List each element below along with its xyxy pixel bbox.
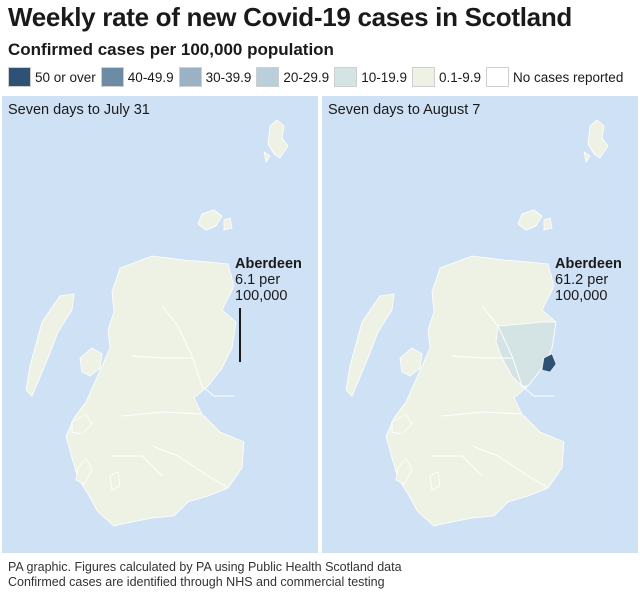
- isle-of-mull: [391, 413, 413, 435]
- legend-swatch: [486, 67, 510, 87]
- callout-unit: 100,000: [235, 288, 288, 304]
- legend-swatch: [256, 67, 280, 87]
- callout-city: Aberdeen: [235, 256, 302, 272]
- footer-notes: PA graphic. Figures calculated by PA usi…: [8, 560, 402, 590]
- islay-jura: [395, 457, 413, 485]
- scotland-landmass: [345, 119, 609, 527]
- orkney-islands: [517, 209, 553, 231]
- legend-label: 0.1-9.9: [438, 69, 482, 85]
- footer-source: PA graphic. Figures calculated by PA usi…: [8, 560, 402, 574]
- scotland-map: [345, 119, 609, 527]
- legend-label: 10-19.9: [361, 69, 407, 85]
- legend-item-30-39: 30-39.9: [178, 67, 252, 87]
- legend-item-40-49: 40-49.9: [100, 67, 174, 87]
- callout-rate: 6.1 per: [235, 272, 281, 288]
- aberdeen-city-region: [541, 353, 557, 373]
- isle-of-mull: [71, 413, 93, 435]
- legend-item-no-cases: No cases reported: [486, 67, 623, 87]
- legend-swatch: [178, 67, 202, 87]
- footer-methodology: Confirmed cases are identified through N…: [8, 575, 385, 589]
- scotland-mainland: [385, 255, 565, 527]
- page-title: Weekly rate of new Covid-19 cases in Sco…: [8, 2, 572, 32]
- panel-caption: Seven days to August 7: [328, 102, 481, 118]
- callout-leader-line: [239, 308, 241, 362]
- shetland-islands: [583, 119, 609, 164]
- legend: 50 or over 40-49.9 30-39.9 20-29.9 10-19…: [8, 66, 628, 88]
- map-panel-august-7: Seven days to August 7 Aberdeen 61.2 per…: [322, 96, 638, 553]
- legend-item-10-19: 10-19.9: [334, 67, 407, 87]
- aberdeen-callout: Aberdeen 61.2 per 100,000: [555, 256, 622, 304]
- legend-label: 50 or over: [35, 69, 96, 85]
- scotland-map: [25, 119, 289, 527]
- orkney-islands: [197, 209, 233, 231]
- legend-swatch: [411, 67, 435, 87]
- legend-label: 20-29.9: [283, 69, 330, 85]
- panel-caption: Seven days to July 31: [8, 102, 150, 118]
- isle-of-skye: [399, 347, 423, 377]
- scotland-landmass: [25, 119, 289, 527]
- legend-swatch: [100, 67, 124, 87]
- legend-label: No cases reported: [513, 69, 624, 85]
- scotland-mainland: [65, 255, 245, 527]
- map-panel-july-31: Seven days to July 31: [2, 96, 318, 553]
- legend-item-50-or-over: 50 or over: [8, 67, 96, 87]
- legend-swatch: [334, 67, 358, 87]
- council-borders: [432, 305, 554, 489]
- outer-hebrides: [25, 293, 75, 397]
- legend-item-20-29: 20-29.9: [256, 67, 329, 87]
- isle-of-skye: [79, 347, 103, 377]
- callout-rate: 61.2 per: [555, 272, 609, 288]
- isle-of-arran: [429, 471, 441, 491]
- shetland-islands: [263, 119, 289, 164]
- aberdeen-callout: Aberdeen 6.1 per 100,000: [235, 256, 302, 304]
- legend-label: 40-49.9: [127, 69, 174, 85]
- callout-unit: 100,000: [555, 288, 608, 304]
- legend-item-0-1-9: 0.1-9.9: [411, 67, 482, 87]
- callout-city: Aberdeen: [555, 256, 622, 272]
- islay-jura: [75, 457, 93, 485]
- legend-label: 30-39.9: [205, 69, 252, 85]
- legend-swatch: [8, 67, 31, 87]
- isle-of-arran: [109, 471, 121, 491]
- outer-hebrides: [345, 293, 395, 397]
- page-subtitle: Confirmed cases per 100,000 population: [8, 40, 334, 59]
- council-borders: [112, 305, 234, 489]
